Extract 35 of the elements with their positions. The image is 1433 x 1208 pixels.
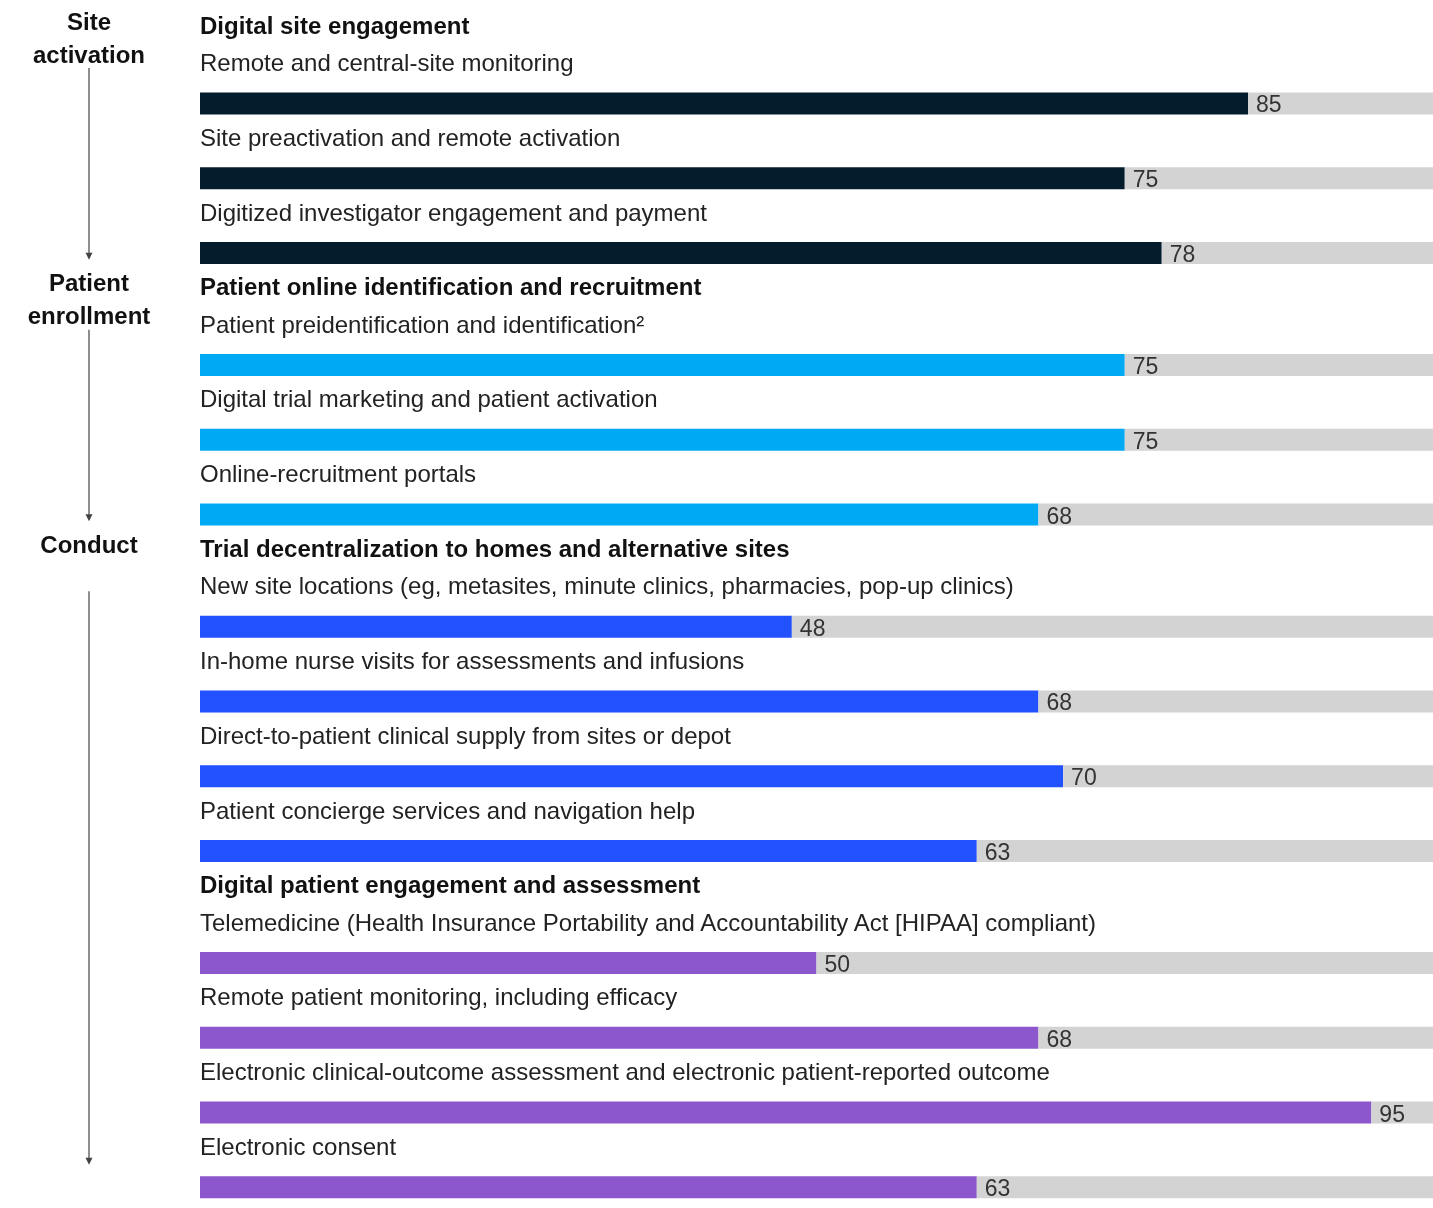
- data-label: 68: [1046, 1025, 1073, 1052]
- data-label: 63: [984, 1175, 1011, 1202]
- data-label: 85: [1256, 91, 1282, 118]
- y-tick-label: New site locations (eg, metasites, minute clinics, pharmacies, pop-up clinics): [200, 572, 1014, 600]
- y-tick-label: Site preactivation and remote activation: [200, 123, 621, 151]
- y-tick-label: Electronic clinical-outcome assessment and electronic patient-reported outcome: [200, 1058, 1050, 1086]
- data-label: 48: [799, 614, 826, 641]
- annotation: Patient online identification and recruitment: [200, 273, 702, 301]
- y-tick-label: Online-recruitment portals: [200, 460, 477, 488]
- y-tick-label: In-home nurse visits for assessments and infusions: [200, 647, 745, 675]
- y-tick-label: Patient preidentification and identification²: [200, 310, 645, 338]
- data-label: 75: [1132, 166, 1159, 193]
- data-label: 95: [1379, 1100, 1405, 1127]
- y-tick-label: Direct-to-patient clinical supply from sites or depot: [200, 721, 732, 749]
- y-tick-label: Electronic consent: [200, 1132, 397, 1160]
- y-tick-label: Digital trial marketing and patient activation: [200, 385, 658, 413]
- y-tick-label: Patient concierge services and navigation help: [200, 796, 695, 824]
- data-label: 70: [1071, 764, 1097, 791]
- data-label: 68: [1046, 689, 1073, 716]
- data-label: 50: [824, 951, 851, 978]
- data-label: 75: [1132, 353, 1159, 380]
- data-label: 78: [1169, 240, 1196, 267]
- y-tick-label: Remote and central-site monitoring: [200, 49, 574, 77]
- text: Patient enrollment: [27, 269, 151, 330]
- y-tick-label: Digitized investigator engagement and payment: [200, 198, 708, 226]
- y-tick-label: Remote patient monitoring, including efficacy: [200, 983, 678, 1011]
- annotation: Digital patient engagement and assessment: [200, 871, 701, 899]
- data-label: 75: [1132, 427, 1159, 454]
- text: Site activation: [32, 7, 146, 68]
- text: Conduct: [40, 530, 138, 558]
- y-tick-label: Telemedicine (Health Insurance Portability and Accountability Act [HIPAA] compliant): [200, 908, 1096, 936]
- annotation: Trial decentralization to homes and alternative sites: [200, 534, 790, 562]
- data-label: 68: [1046, 502, 1073, 529]
- annotation: Digital site engagement: [200, 11, 470, 39]
- data-label: 63: [984, 838, 1011, 865]
